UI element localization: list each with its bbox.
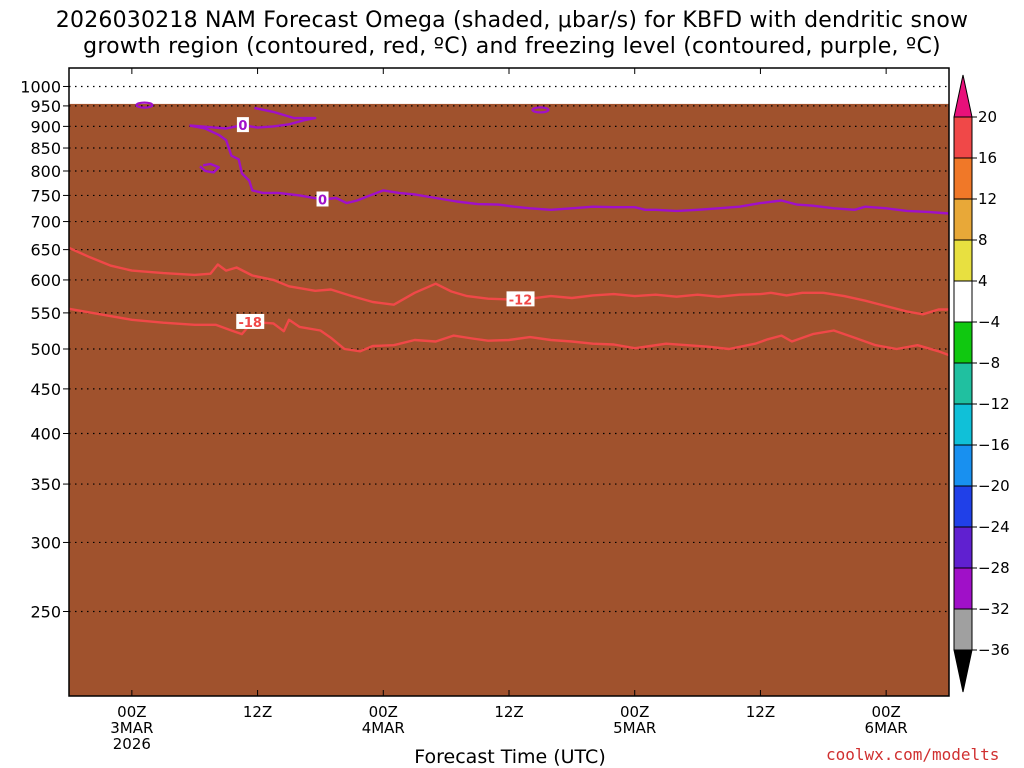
colorbar-label-7: −12 (978, 395, 1010, 413)
colorbar-label-1: 16 (978, 149, 997, 167)
contour-label-bg--12 (506, 291, 535, 307)
x-tick-label-2-0: 00Z (369, 703, 398, 721)
y-tick-label-750: 750 (30, 186, 61, 205)
colorbar-swatch-11 (953, 567, 973, 610)
chart-title: 2026030218 NAM Forecast Omega (shaded, μ… (0, 8, 1024, 60)
contour-label-bg-0 (316, 191, 329, 207)
y-tick-label-250: 250 (30, 602, 61, 621)
colorbar-swatch-7 (953, 403, 973, 446)
y-tick-label-350: 350 (30, 475, 61, 494)
colorbar-label-6: −8 (978, 354, 1000, 372)
ground-shading (69, 103, 949, 696)
contour-label-bg-0b (236, 117, 249, 133)
y-tick-label-900: 900 (30, 117, 61, 136)
y-tick-label-800: 800 (30, 162, 61, 181)
colorbar-swatch-9 (953, 485, 973, 528)
x-tick-label-6-1: 6MAR (865, 719, 908, 737)
colorbar-label-11: −28 (978, 559, 1010, 577)
y-tick-label-650: 650 (30, 241, 61, 260)
colorbar-bottom-arrow (953, 649, 973, 693)
x-tick-label-4-0: 00Z (620, 703, 649, 721)
colorbar-swatch-12 (953, 608, 973, 651)
y-tick-label-700: 700 (30, 213, 61, 232)
contour-label--12: -12 (509, 293, 533, 308)
colorbar-label-8: −16 (978, 436, 1010, 454)
colorbar-swatch-8 (953, 444, 973, 487)
y-tick-label-850: 850 (30, 139, 61, 158)
y-tick-label-550: 550 (30, 304, 61, 323)
contour-label-0b: 0 (238, 119, 247, 134)
contour-line-0b (189, 106, 317, 130)
x-tick-label-2-1: 4MAR (362, 719, 405, 737)
source-credit: coolwx.com/modelts (826, 745, 1000, 764)
colorbar-label-12: −32 (978, 600, 1010, 618)
x-tick-label-0-1: 3MAR (110, 719, 153, 737)
colorbar-swatch-0 (953, 116, 973, 159)
colorbar-swatch-10 (953, 526, 973, 569)
chart-title-line1: 2026030218 NAM Forecast Omega (shaded, μ… (55, 8, 969, 33)
colorbar-label-0: 20 (978, 108, 997, 126)
colorbar-swatch-4 (953, 280, 973, 323)
colorbar-swatch-1 (953, 157, 973, 200)
contour-line-0c (199, 162, 220, 174)
colorbar-label-4: 4 (978, 272, 988, 290)
colorbar-label-5: −4 (978, 313, 1000, 331)
chart-title-line2: growth region (contoured, red, ºC) and f… (83, 34, 941, 59)
y-tick-label-450: 450 (30, 380, 61, 399)
x-tick-label-0-0: 00Z (117, 703, 146, 721)
x-axis-label: Forecast Time (UTC) (414, 746, 606, 768)
colorbar-swatch-5 (953, 321, 973, 364)
y-tick-label-400: 400 (30, 424, 61, 443)
x-tick-label-5-0: 12Z (746, 703, 775, 721)
y-tick-label-600: 600 (30, 271, 61, 290)
x-tick-label-1-0: 12Z (243, 703, 272, 721)
y-tick-label-1000: 1000 (20, 77, 61, 96)
contour-label-0: 0 (318, 193, 327, 208)
contour-label-bg--18 (236, 313, 265, 329)
colorbar-label-3: 8 (978, 231, 988, 249)
colorbar-label-2: 12 (978, 190, 997, 208)
y-tick-label-950: 950 (30, 97, 61, 116)
colorbar-swatch-6 (953, 362, 973, 405)
contour-line-0 (189, 124, 949, 215)
colorbar-label-10: −24 (978, 518, 1010, 536)
y-tick-label-500: 500 (30, 340, 61, 359)
contour-label--18: -18 (238, 316, 262, 331)
colorbar-label-9: −20 (978, 477, 1010, 495)
x-tick-label-6-0: 00Z (871, 703, 900, 721)
freezing-loop-0 (135, 101, 154, 109)
colorbar-swatch-3 (953, 239, 973, 282)
colorbar-label-13: −36 (978, 641, 1010, 659)
colorbar-top-arrow (953, 74, 973, 118)
freezing-loop-1 (531, 106, 550, 114)
x-tick-label-3-0: 12Z (494, 703, 523, 721)
x-tick-label-4-1: 5MAR (613, 719, 656, 737)
y-tick-label-300: 300 (30, 533, 61, 552)
colorbar-swatch-2 (953, 198, 973, 241)
x-tick-label-0-2: 2026 (113, 735, 151, 753)
